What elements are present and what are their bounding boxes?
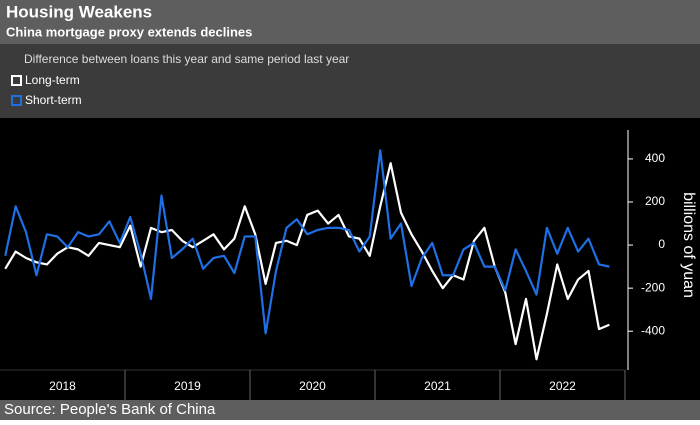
y-tick-label: 200 — [645, 194, 665, 208]
x-tick-label: 2019 — [174, 379, 201, 393]
y-axis-label: billions of yuan — [680, 192, 697, 298]
x-tick-label: 2020 — [299, 379, 326, 393]
series-line — [4, 149, 610, 335]
x-tick-label: 2022 — [549, 379, 576, 393]
chart-subtitle: China mortgage proxy extends declines — [6, 24, 252, 39]
source: Source: People's Bank of China — [4, 401, 216, 418]
y-tick-label: 0 — [658, 237, 665, 251]
footer-bg — [0, 400, 700, 420]
chart-title: Housing Weakens — [6, 2, 152, 21]
y-tick-label: -200 — [641, 280, 665, 294]
header-bg — [0, 0, 700, 44]
plot-bg — [0, 118, 700, 400]
legend-swatch — [11, 95, 22, 106]
x-tick-label: 2021 — [424, 379, 451, 393]
legend-swatch — [11, 75, 22, 86]
y-tick-label: -400 — [641, 323, 665, 337]
legend-bg — [0, 44, 700, 118]
series-line — [4, 162, 610, 361]
description: Difference between loans this year and s… — [24, 52, 349, 66]
y-tick-label: 400 — [645, 151, 665, 165]
x-tick-label: 2018 — [49, 379, 76, 393]
legend-label: Long-term — [25, 73, 80, 87]
legend-label: Short-term — [25, 93, 82, 107]
